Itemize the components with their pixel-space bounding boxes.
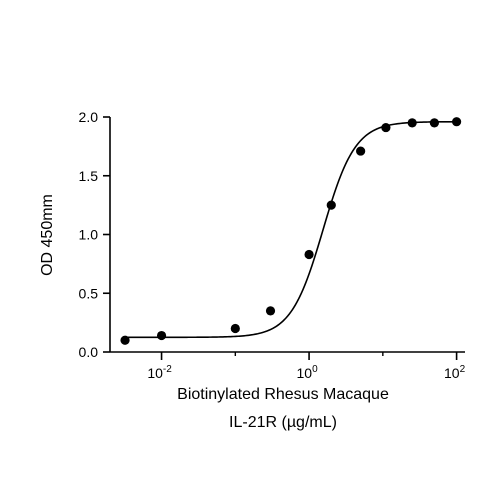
x-tick-label: 10-2 [147,364,172,381]
data-point [120,335,130,345]
x-tick-label: 100 [297,364,319,381]
data-point [407,118,417,128]
y-ticks: 0.0 0.5 1.0 1.5 2.0 [79,109,110,360]
data-point [326,200,336,210]
y-tick-label: 1.5 [79,168,99,184]
data-points [120,117,462,345]
x-axis-title-line1: Biotinylated Rhesus Macaque [177,386,389,403]
x-axis-title-line2: IL-21R (µg/mL) [229,414,337,431]
x-ticks: 10-2 100 102 [147,352,466,381]
data-point [230,323,240,334]
y-axis-title: OD 450mm [39,194,56,276]
y-tick-label: 1.0 [79,227,99,243]
y-tick-label: 2.0 [79,109,99,125]
y-axis: 0.0 0.5 1.0 1.5 2.0 OD 450mm [39,109,111,360]
data-point [451,117,462,127]
data-point [381,122,391,133]
x-axis: 10-2 100 102 Biotinylated Rhesus Macaque I… [110,351,466,431]
y-tick-label: 0.5 [79,285,99,301]
data-point [265,306,276,316]
data-point [429,118,439,128]
y-tick-label: 0.0 [79,344,99,360]
plot-area [120,117,462,345]
x-tick-label: 102 [444,364,466,381]
data-point [156,330,167,341]
data-point [304,249,314,260]
data-point [356,146,366,156]
fit-curve [125,120,457,339]
